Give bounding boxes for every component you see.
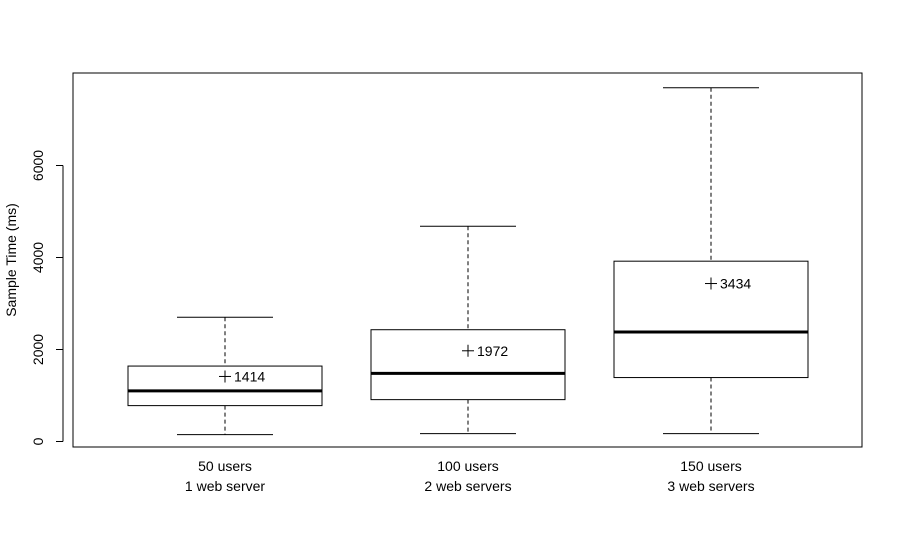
box-group: 3434	[613, 87, 809, 435]
mean-label: 1972	[477, 343, 508, 359]
iqr-box	[370, 329, 566, 401]
y-axis: 0 2000 4000 6000	[30, 150, 64, 445]
y-axis-label: Sample Time (ms)	[3, 203, 19, 317]
iqr-box	[127, 365, 323, 407]
y-tick-label: 6000	[30, 150, 46, 181]
x-label-servers: 2 web servers	[424, 478, 511, 494]
x-label-servers: 1 web server	[185, 478, 265, 494]
box-group: 1414	[127, 316, 323, 436]
y-tick-label: 2000	[30, 334, 46, 365]
mean-label: 1414	[234, 368, 265, 384]
plot-frame	[72, 72, 863, 448]
x-axis-labels: 50 users 1 web server 100 users 2 web serve…	[185, 458, 755, 494]
boxes-layer: 1414 1972 3434	[127, 87, 809, 436]
box-group: 1972	[370, 225, 566, 435]
x-label-users: 50 users	[198, 458, 252, 474]
x-label-users: 100 users	[437, 458, 498, 474]
y-tick-label: 4000	[30, 242, 46, 273]
x-label-servers: 3 web servers	[667, 478, 754, 494]
y-tick-label: 0	[30, 437, 46, 445]
x-label-users: 150 users	[680, 458, 741, 474]
mean-label: 3434	[720, 276, 751, 292]
